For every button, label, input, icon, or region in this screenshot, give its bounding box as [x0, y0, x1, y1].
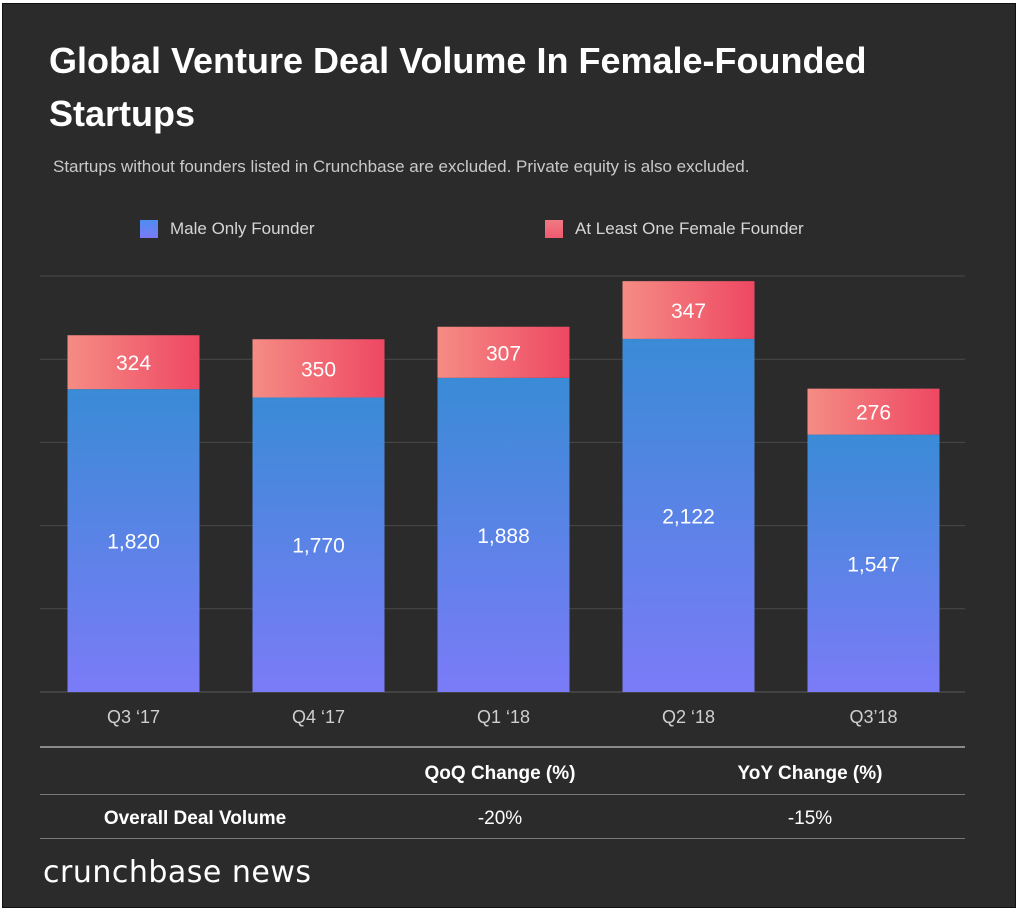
x-tick-label-3: Q2 ‘18 [662, 707, 715, 727]
data-label-female-1: 350 [301, 358, 336, 381]
data-label-female-3: 347 [671, 300, 706, 323]
data-label-male-2: 1,888 [477, 525, 530, 548]
bar-male-1 [252, 397, 385, 692]
bar-male-3 [622, 338, 755, 692]
legend-label-male: Male Only Founder [170, 219, 315, 238]
legend-swatch-male [140, 220, 158, 238]
data-label-male-4: 1,547 [847, 553, 900, 576]
data-label-male-1: 1,770 [292, 535, 345, 558]
legend-swatch-female [545, 220, 563, 238]
bar-female-2 [437, 326, 570, 378]
bar-female-0 [67, 335, 200, 390]
legend-item-female: At Least One Female Founder [545, 219, 804, 239]
table-row-label: Overall Deal Volume [103, 808, 287, 829]
bar-male-4 [807, 434, 940, 692]
chart-title: Global Venture Deal Volume In Female-Fou… [49, 40, 867, 134]
table-cell-qoq: -20% [477, 808, 523, 829]
bar-male-2 [437, 377, 570, 692]
legend-item-male: Male Only Founder [140, 219, 315, 239]
data-label-female-0: 324 [116, 352, 151, 375]
table-header-qoq: QoQ Change (%) [424, 763, 576, 784]
x-tick-label-4: Q3’18 [849, 707, 897, 727]
x-tick-label-2: Q1 ‘18 [477, 707, 530, 727]
legend-label-female: At Least One Female Founder [575, 219, 804, 238]
brand-logo: crunchbase news [43, 855, 312, 890]
data-label-female-2: 307 [486, 342, 521, 365]
bar-female-3 [622, 281, 755, 339]
x-tick-label-1: Q4 ‘17 [292, 707, 345, 727]
bar-female-4 [807, 388, 940, 435]
table-divider-top [40, 746, 965, 748]
bar-male-0 [67, 389, 200, 692]
data-label-male-0: 1,820 [107, 531, 160, 554]
chart-subtitle: Startups without founders listed in Crun… [53, 157, 750, 176]
x-tick-label-0: Q3 ‘17 [107, 707, 160, 727]
table-divider-bottom [40, 838, 965, 839]
data-label-female-4: 276 [856, 402, 891, 425]
bar-female-1 [252, 339, 385, 398]
table-divider-middle [40, 794, 965, 795]
table-header-yoy: YoY Change (%) [737, 763, 883, 784]
table-cell-yoy: -15% [787, 808, 833, 829]
data-label-male-3: 2,122 [662, 505, 715, 528]
